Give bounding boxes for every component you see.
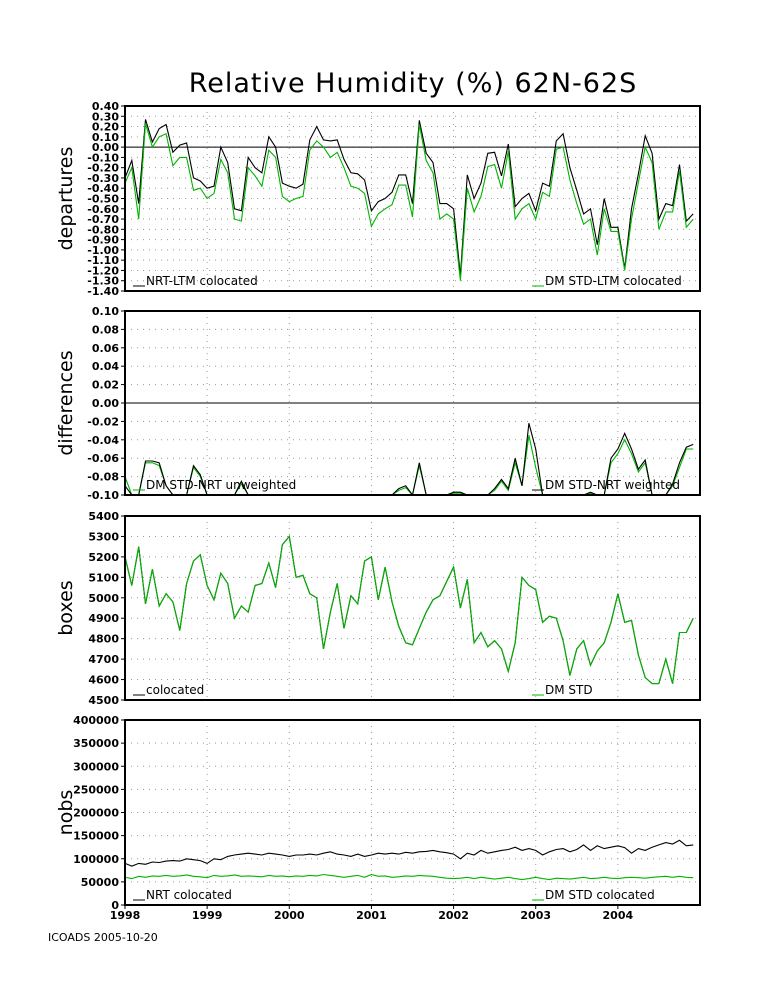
y-tick-label: -0.02 xyxy=(87,415,119,428)
series-line-black xyxy=(124,839,694,867)
y-tick-label: 0.30 xyxy=(92,110,119,123)
legend-label: NRT colocated xyxy=(146,888,232,902)
series-line-green xyxy=(124,123,694,281)
y-axis-label: boxes xyxy=(55,580,77,635)
legend-label: DM STD xyxy=(545,683,593,697)
y-tick-label: -1.10 xyxy=(87,254,119,267)
y-tick-label: -0.10 xyxy=(87,489,119,502)
y-tick-label: 0.20 xyxy=(92,121,119,134)
legend-label: NRT-LTM colocated xyxy=(146,274,258,288)
y-tick-label: 4800 xyxy=(88,633,119,646)
legend-label: colocated xyxy=(146,683,204,697)
y-tick-label: 50000 xyxy=(81,876,120,889)
y-tick-label: 400000 xyxy=(73,714,119,727)
panel-frame xyxy=(124,719,701,906)
series-line-black xyxy=(124,119,694,276)
y-tick-label: 300000 xyxy=(73,760,119,773)
x-tick-label: 2004 xyxy=(603,909,634,922)
chart-title: Relative Humidity (%) 62N-62S xyxy=(188,68,638,99)
x-tick-label: 2001 xyxy=(356,909,387,922)
y-tick-label: 4600 xyxy=(88,674,119,687)
y-tick-label: -0.30 xyxy=(87,172,119,185)
y-tick-label: 5400 xyxy=(88,510,119,523)
panel-frame xyxy=(124,515,701,701)
y-tick-label: 250000 xyxy=(73,783,119,796)
y-axis-label: departures xyxy=(55,147,77,251)
y-tick-label: 350000 xyxy=(73,737,119,750)
y-tick-label: -1.00 xyxy=(87,244,119,257)
y-tick-label: -0.20 xyxy=(87,162,119,175)
y-tick-label: -0.60 xyxy=(87,203,119,216)
y-tick-label: 5000 xyxy=(88,592,119,605)
x-tick-label: 2002 xyxy=(438,909,469,922)
y-tick-label: 0.00 xyxy=(92,397,119,410)
y-tick-label: 0.00 xyxy=(92,141,119,154)
y-tick-label: -1.30 xyxy=(87,275,119,288)
y-tick-label: -0.80 xyxy=(87,223,119,236)
y-tick-label: -0.04 xyxy=(87,434,119,447)
y-tick-label: -1.20 xyxy=(87,264,119,277)
footer-label: ICOADS 2005-10-20 xyxy=(48,931,158,944)
y-tick-label: -0.90 xyxy=(87,234,119,247)
x-tick-label: 2003 xyxy=(520,909,551,922)
y-tick-label: 4900 xyxy=(88,612,119,625)
y-tick-label: 200000 xyxy=(73,807,119,820)
y-tick-label: 0.04 xyxy=(92,360,119,373)
x-tick-label: 1998 xyxy=(110,909,141,922)
y-tick-label: -0.10 xyxy=(87,151,119,164)
y-tick-label: 5200 xyxy=(88,551,119,564)
y-tick-label: 0.40 xyxy=(92,100,119,113)
legend-label: DM STD-LTM colocated xyxy=(545,274,682,288)
series-line-black xyxy=(124,535,694,685)
y-tick-label: 5100 xyxy=(88,571,119,584)
x-tick-label: 1999 xyxy=(192,909,223,922)
y-tick-label: 150000 xyxy=(73,830,119,843)
y-tick-label: -0.70 xyxy=(87,213,119,226)
y-tick-label: 0 xyxy=(111,899,119,912)
y-tick-label: 0.06 xyxy=(92,342,119,355)
y-axis-label: nobs xyxy=(55,790,77,836)
legend-label: DM STD-NRT weighted xyxy=(545,478,680,492)
y-tick-label: -0.40 xyxy=(87,182,119,195)
y-tick-label: -0.08 xyxy=(87,471,119,484)
y-tick-label: 100000 xyxy=(73,853,119,866)
y-tick-label: 0.02 xyxy=(92,379,119,392)
y-tick-label: 4500 xyxy=(88,694,119,707)
y-tick-label: -0.06 xyxy=(87,452,119,465)
legend-label: DM STD-NRT unweighted xyxy=(146,478,296,492)
panel-frame xyxy=(124,105,701,292)
y-tick-label: 4700 xyxy=(88,653,119,666)
y-axis-label: differences xyxy=(55,350,77,455)
panel-frame xyxy=(124,310,701,496)
y-tick-label: -0.50 xyxy=(87,193,119,206)
legend-label: DM STD colocated xyxy=(545,888,655,902)
y-tick-label: -1.40 xyxy=(87,285,119,298)
series-line-green xyxy=(124,873,694,881)
y-tick-label: 0.08 xyxy=(92,323,119,336)
y-tick-label: 0.10 xyxy=(92,131,119,144)
y-tick-label: 0.10 xyxy=(92,305,119,318)
series-line-green xyxy=(124,535,694,685)
x-tick-label: 2000 xyxy=(274,909,305,922)
y-tick-label: 5300 xyxy=(88,530,119,543)
